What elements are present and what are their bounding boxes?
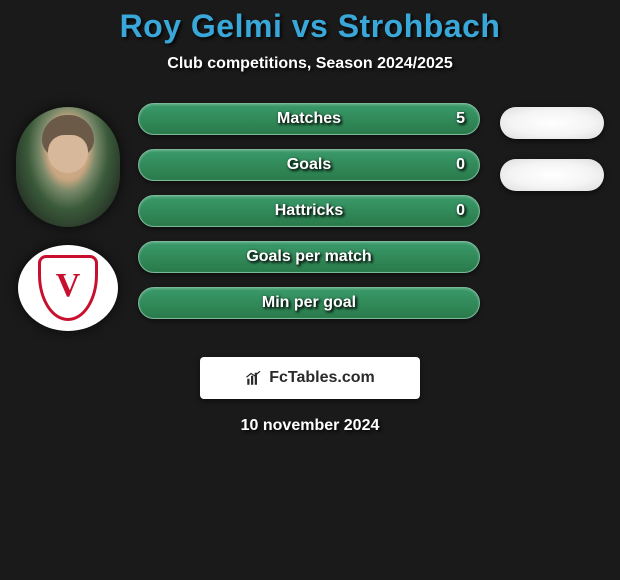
stat-bar-matches: Matches 5 [138, 103, 480, 135]
date-label: 10 november 2024 [0, 417, 620, 435]
attribution-text: FcTables.com [269, 369, 375, 387]
stat-value: 0 [456, 156, 465, 174]
bar-chart-icon [245, 369, 263, 387]
club-initial: V [56, 269, 81, 303]
opponent-column [492, 103, 612, 191]
stat-label: Goals per match [246, 248, 371, 266]
stat-label: Goals [287, 156, 331, 174]
attribution-link[interactable]: FcTables.com [200, 357, 420, 399]
stat-bar-goals: Goals 0 [138, 149, 480, 181]
stat-value: 0 [456, 202, 465, 220]
stat-bars: Matches 5 Goals 0 Hattricks 0 Goals per … [128, 103, 492, 319]
opponent-pill [500, 107, 604, 139]
comparison-content: V Matches 5 Goals 0 Hattricks 0 Goals pe… [0, 103, 620, 331]
player-column: V [8, 103, 128, 331]
subtitle: Club competitions, Season 2024/2025 [0, 55, 620, 73]
club-shield-icon: V [38, 255, 98, 321]
stat-value: 5 [456, 110, 465, 128]
opponent-pill [500, 159, 604, 191]
stat-bar-min-per-goal: Min per goal [138, 287, 480, 319]
page-title: Roy Gelmi vs Strohbach [0, 8, 620, 45]
player-photo [16, 107, 120, 227]
stat-label: Hattricks [275, 202, 343, 220]
club-badge: V [18, 245, 118, 331]
stat-bar-hattricks: Hattricks 0 [138, 195, 480, 227]
stat-bar-goals-per-match: Goals per match [138, 241, 480, 273]
stat-label: Min per goal [262, 294, 356, 312]
stat-label: Matches [277, 110, 341, 128]
